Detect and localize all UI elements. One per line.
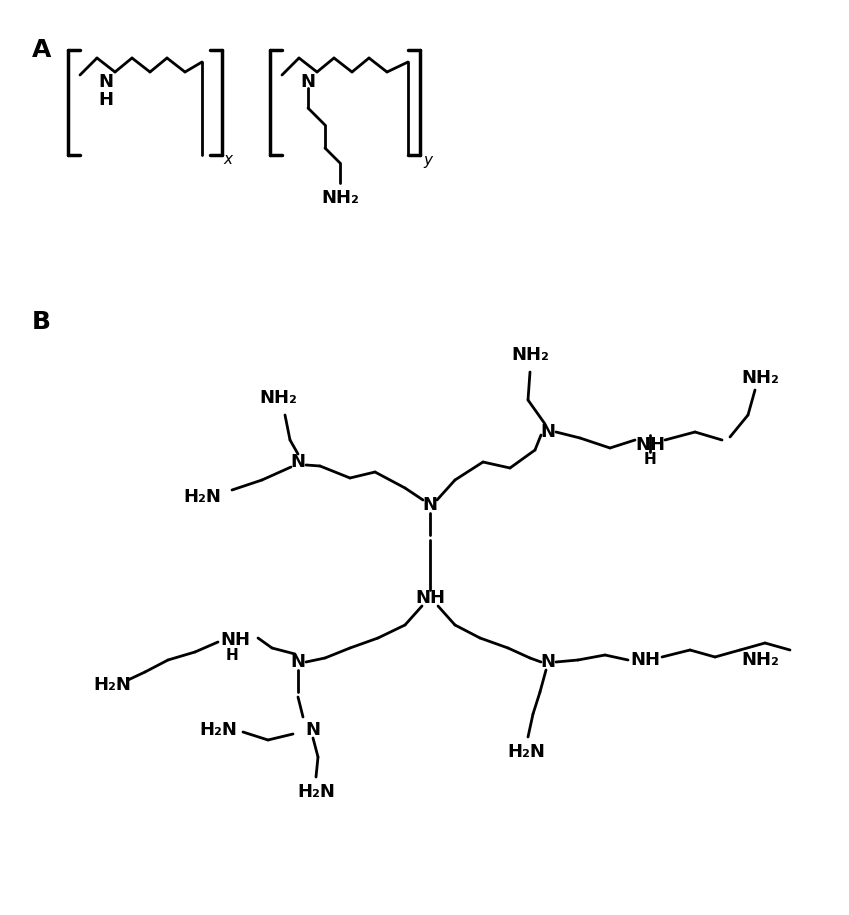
Text: A: A xyxy=(32,38,52,62)
Text: N: N xyxy=(290,653,306,671)
Text: H: H xyxy=(644,453,656,468)
Text: NH: NH xyxy=(635,436,665,454)
Text: NH: NH xyxy=(415,589,445,607)
Text: N: N xyxy=(541,423,555,441)
Text: N: N xyxy=(290,453,306,471)
Text: y: y xyxy=(424,153,432,167)
Text: B: B xyxy=(32,310,51,334)
Text: NH: NH xyxy=(630,651,660,669)
Text: H: H xyxy=(226,648,239,662)
Text: H₂N: H₂N xyxy=(297,783,335,801)
Text: x: x xyxy=(223,153,233,167)
Text: NH₂: NH₂ xyxy=(511,346,549,364)
Text: NH₂: NH₂ xyxy=(259,389,297,407)
Text: H₂N: H₂N xyxy=(507,743,545,761)
Text: NH₂: NH₂ xyxy=(321,189,359,207)
Text: N: N xyxy=(423,496,437,514)
Text: N: N xyxy=(541,653,555,671)
Text: N: N xyxy=(98,73,114,91)
Text: N: N xyxy=(301,73,316,91)
Text: NH₂: NH₂ xyxy=(741,369,779,387)
Text: H₂N: H₂N xyxy=(93,676,131,694)
Text: NH: NH xyxy=(220,631,250,649)
Text: N: N xyxy=(306,721,321,739)
Text: H₂N: H₂N xyxy=(199,721,237,739)
Text: H₂N: H₂N xyxy=(183,488,221,506)
Text: NH₂: NH₂ xyxy=(741,651,779,669)
Text: H: H xyxy=(98,91,114,109)
